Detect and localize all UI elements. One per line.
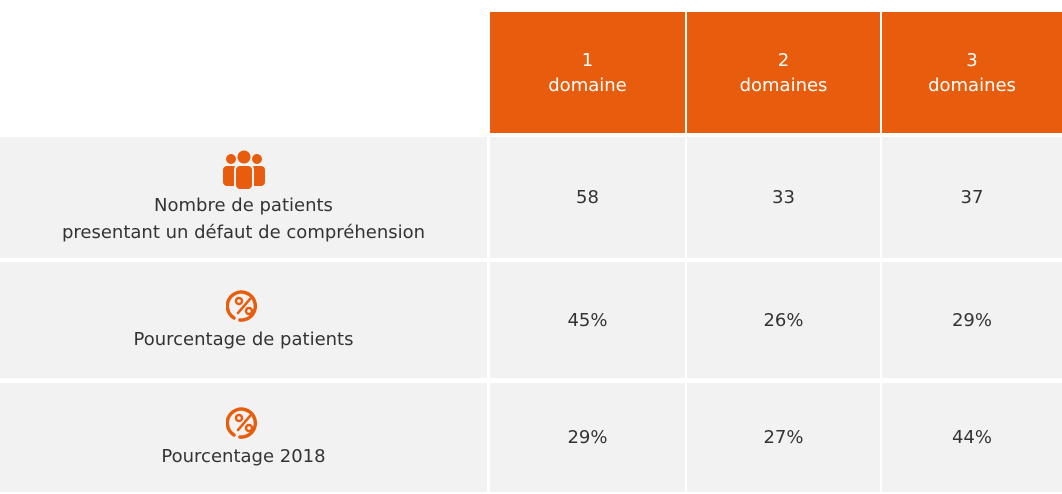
row-label: presentant un défaut de compréhension: [61, 221, 426, 243]
column-number: 2: [777, 49, 790, 71]
table-cell: 45%: [490, 262, 685, 378]
column-label: domaine: [548, 74, 627, 96]
column-header: 1 domaine: [490, 12, 685, 133]
column-label: domaines: [928, 74, 1016, 96]
column-header: 2 domaines: [687, 12, 880, 133]
column-number: 3: [966, 49, 978, 71]
table-cell: 33: [687, 137, 880, 258]
cell-value: 33: [772, 187, 795, 208]
row-label: Nombre de patients: [154, 194, 333, 216]
table-cell: 26%: [687, 262, 880, 378]
table-cell: 44%: [882, 383, 1062, 492]
column-number: 1: [581, 49, 594, 71]
cell-value: 58: [576, 187, 599, 208]
cell-value: 45%: [567, 309, 608, 331]
cell-value: 29%: [951, 309, 992, 331]
row-header: Pourcentage 2018: [0, 383, 487, 492]
row-label: Pourcentage de patients: [133, 328, 354, 350]
column-header: 3 domaines: [882, 12, 1062, 133]
cell-value: 29%: [567, 427, 608, 448]
table-cell: 37: [882, 137, 1062, 258]
column-label: domaines: [739, 74, 828, 96]
row-label: Pourcentage 2018: [161, 446, 326, 467]
row-header: Nombre de patients presentant un défaut d…: [0, 137, 487, 258]
people-icon: [222, 150, 265, 190]
percent-icon: [225, 289, 257, 322]
cell-value: 26%: [763, 309, 804, 331]
row-header: Pourcentage de patients: [0, 262, 487, 378]
cell-value: 37: [960, 187, 984, 208]
cell-value: 44%: [951, 427, 992, 448]
percent-icon: [225, 407, 257, 439]
table-cell: 58: [490, 137, 685, 258]
table-cell: 27%: [687, 383, 880, 492]
table-cell: 29%: [882, 262, 1062, 378]
cell-value: 27%: [763, 427, 804, 448]
table-cell: 29%: [490, 383, 685, 492]
